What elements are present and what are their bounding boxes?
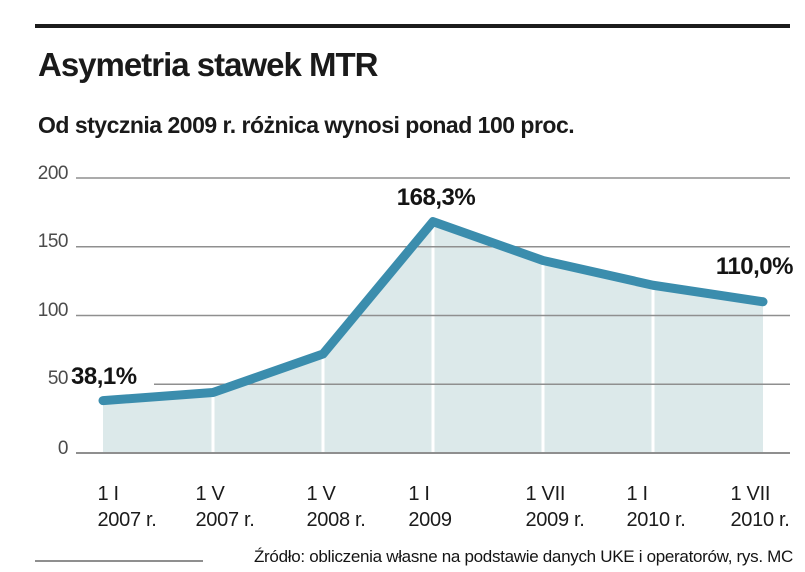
source-credit: Źródło: obliczenia własne na podstawie d… (253, 547, 793, 566)
x-axis-tick-label: 1 I 2007 r. (97, 483, 157, 531)
data-label-last-point: 110,0% (715, 253, 794, 280)
x-axis-tick-label: 1 VII 2010 r. (730, 483, 790, 531)
x-axis-tick-label: 1 I 2010 r. (626, 483, 686, 531)
data-label-peak-point: 168,3% (396, 184, 476, 211)
y-axis-tick-label: 100 (37, 300, 69, 321)
chart-title: Asymetria stawek MTR (38, 46, 378, 83)
x-axis-tick-label: 1 V 2007 r. (195, 483, 255, 531)
y-axis-tick-label: 0 (57, 438, 69, 459)
y-axis-tick-label: 200 (37, 163, 69, 184)
x-axis-tick-label: 1 I 2009 (408, 483, 452, 531)
footer-rule (35, 560, 203, 562)
data-label-first-point: 38,1% (71, 363, 137, 390)
top-rule (35, 24, 790, 28)
y-axis-tick-label: 150 (37, 231, 69, 252)
x-axis-tick-label: 1 VII 2009 r. (525, 483, 585, 531)
chart-subtitle: Od stycznia 2009 r. różnica wynosi ponad… (38, 112, 575, 138)
series-line (98, 217, 768, 406)
x-axis-tick-label: 1 V 2008 r. (306, 483, 366, 531)
y-axis-tick-label: 50 (47, 368, 69, 389)
